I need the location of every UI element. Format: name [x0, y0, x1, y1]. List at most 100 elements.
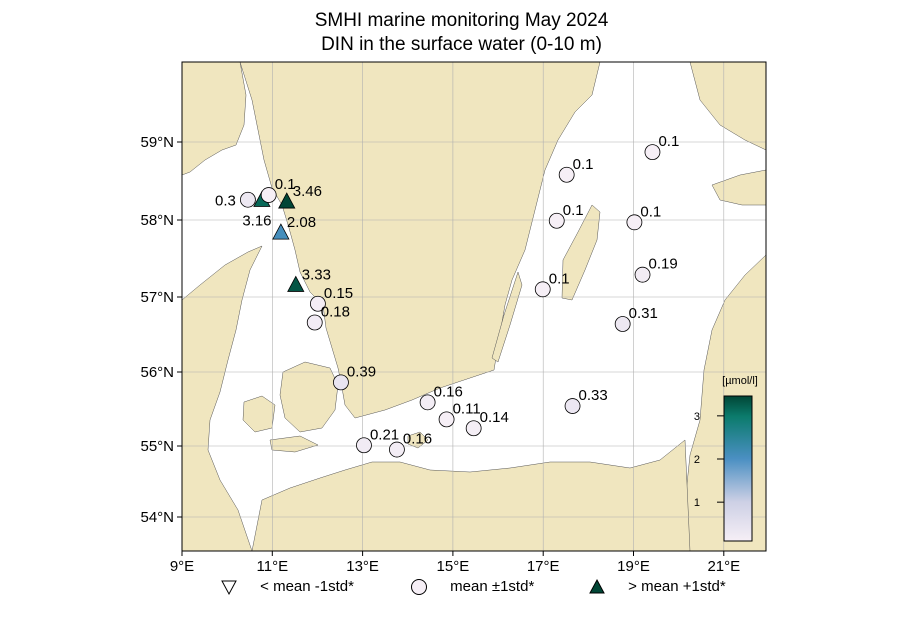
colorbar-tick-label: 1 [694, 497, 700, 509]
x-tick-label: 15°E [437, 558, 470, 575]
station-marker-circle [310, 295, 326, 312]
station-marker-circle [548, 212, 565, 229]
x-tick-label: 21°E [707, 558, 740, 575]
station-value-label: 0.1 [549, 270, 570, 287]
station-marker-circle [626, 214, 643, 231]
station-marker-circle [438, 411, 455, 428]
legend-below-mean: < mean -1std* [220, 578, 354, 596]
colorbar-gradient [723, 395, 753, 542]
station-value-label: 0.31 [629, 305, 658, 322]
station-value-label: 3.46 [293, 183, 322, 200]
station-value-label: 0.1 [275, 176, 296, 193]
station-marker-triangle [278, 192, 296, 209]
legend-label: < mean -1std* [260, 578, 354, 595]
title-line-2: DIN in the surface water (0-10 m) [321, 34, 602, 55]
station-21: 0.19 [634, 256, 678, 283]
station-7: 0.15 [310, 285, 353, 312]
legend-within-mean: mean ±1std* [410, 578, 534, 596]
triangle-down-icon [221, 580, 237, 596]
y-tick-label: 55°N [140, 438, 174, 455]
land-finland [689, 62, 766, 151]
station-value-label: 0.11 [453, 400, 481, 417]
legend-label: mean ±1std* [450, 578, 535, 595]
x-tick-label: 9°E [170, 558, 194, 575]
station-1: 0.3 [215, 191, 256, 210]
station-17: 0.1 [548, 202, 584, 229]
land-sweden [239, 62, 601, 419]
station-22: 0.31 [614, 305, 658, 332]
land-norway [182, 62, 247, 176]
colorbar-tick-label: 3 [694, 411, 700, 423]
colorbar: [µmol/l] 1 2 3 [694, 375, 758, 542]
station-value-label: 0.16 [434, 383, 463, 400]
graticule [182, 62, 766, 551]
station-value-label: 3.33 [302, 266, 331, 283]
station-value-label: 0.1 [573, 156, 594, 173]
land [182, 62, 766, 551]
station-14: 0.16 [389, 431, 432, 458]
land-bornholm [407, 431, 429, 449]
station-marker-circle [260, 187, 277, 203]
station-value-label: 0.1 [658, 133, 679, 150]
station-marker-circle [534, 281, 551, 298]
circle-icon [411, 579, 427, 596]
station-11: 0.11 [438, 400, 481, 428]
legend-label: > mean +1std* [628, 578, 726, 595]
x-tick-label: 13°E [346, 558, 379, 575]
axis-ticks: 9°E 11°E 13°E 15°E 17°E 19°E 21°E 54°N 55°N 56°N 5… [140, 134, 740, 575]
station-marker-circle [558, 166, 575, 183]
station-10: 0.16 [419, 383, 463, 411]
station-value-label: 0.18 [321, 304, 350, 321]
station-3: 0.1 [260, 176, 296, 203]
land-gotland [561, 204, 601, 301]
land-zealand [279, 361, 339, 433]
station-marker-circle [614, 316, 631, 332]
land-jutland [182, 245, 263, 551]
station-9: 0.39 [333, 363, 376, 391]
y-tick-label: 56°N [140, 364, 174, 381]
station-marker-circle [634, 266, 651, 283]
station-12: 0.14 [465, 409, 509, 437]
triangle-up-icon [589, 578, 605, 594]
station-marker-circle [465, 420, 482, 437]
station-value-label: 0.21 [370, 426, 399, 443]
station-6: 3.33 [287, 266, 331, 292]
station-8: 0.18 [306, 304, 350, 331]
land-lolland [269, 435, 319, 453]
y-tick-label: 57°N [140, 289, 174, 306]
x-tick-label: 17°E [527, 558, 560, 575]
station-value-label: 0.1 [640, 203, 661, 220]
station-4: 3.46 [278, 183, 322, 209]
station-19: 0.1 [644, 133, 679, 161]
y-tick-label: 54°N [140, 509, 174, 526]
station-value-label: 0.1 [563, 202, 584, 219]
station-value-label: 0.3 [215, 193, 236, 210]
station-15: 0.33 [564, 387, 608, 414]
station-marker-triangle [287, 275, 305, 292]
stations: 0.33.160.13.462.083.330.150.180.390.160.… [215, 133, 679, 458]
station-20: 0.1 [626, 203, 661, 231]
station-marker-circle [240, 191, 256, 208]
station-marker-circle [356, 437, 372, 454]
station-13: 0.21 [356, 426, 399, 454]
station-18: 0.1 [558, 156, 594, 183]
station-value-label: 0.15 [324, 285, 353, 302]
colorbar-tick-label: 2 [694, 454, 700, 466]
station-marker-circle [419, 394, 436, 411]
station-marker-circle [564, 398, 581, 414]
station-marker-circle [306, 314, 323, 331]
station-marker-triangle [272, 223, 290, 240]
y-tick-label: 59°N [140, 134, 174, 151]
station-value-label: 0.14 [480, 409, 509, 426]
land-oland [491, 271, 523, 363]
station-value-label: 2.08 [287, 214, 316, 231]
station-value-label: 3.16 [242, 213, 271, 230]
station-value-label: 0.39 [347, 363, 376, 380]
station-5: 2.08 [272, 214, 316, 240]
y-tick-label: 58°N [140, 212, 174, 229]
station-marker-circle [333, 374, 349, 391]
station-marker-circle [644, 144, 661, 161]
land-germany-poland [251, 439, 691, 551]
